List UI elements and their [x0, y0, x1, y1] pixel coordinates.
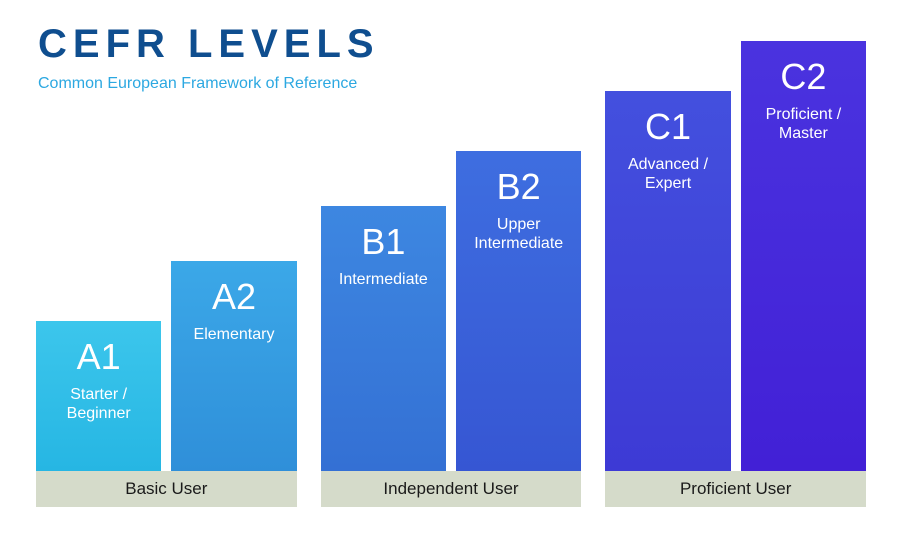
- bar-desc: Intermediate: [333, 270, 434, 289]
- bar-code: C2: [780, 59, 826, 95]
- bar-b2: B2 Upper Intermediate: [456, 151, 581, 471]
- bar-b1: B1 Intermediate: [321, 206, 446, 471]
- group-bars: A1 Starter / Beginner A2 Elementary: [36, 261, 297, 471]
- bar-desc: Starter / Beginner: [61, 385, 137, 423]
- group-bars: B1 Intermediate B2 Upper Intermediate: [321, 151, 582, 471]
- bar-desc: Proficient / Master: [760, 105, 848, 143]
- group-independent: B1 Intermediate B2 Upper Intermediate In…: [321, 151, 582, 507]
- cefr-chart: A1 Starter / Beginner A2 Elementary Basi…: [36, 41, 866, 507]
- group-label: Independent User: [321, 471, 582, 507]
- bar-code: C1: [645, 109, 691, 145]
- bar-c1: C1 Advanced / Expert: [605, 91, 730, 471]
- group-basic: A1 Starter / Beginner A2 Elementary Basi…: [36, 261, 297, 507]
- bar-c2: C2 Proficient / Master: [741, 41, 866, 471]
- bar-desc: Advanced / Expert: [622, 155, 714, 193]
- bar-code: B1: [361, 224, 405, 260]
- bar-code: A2: [212, 279, 256, 315]
- bar-a1: A1 Starter / Beginner: [36, 321, 161, 471]
- bar-code: A1: [77, 339, 121, 375]
- bar-desc: Elementary: [188, 325, 281, 344]
- group-label: Proficient User: [605, 471, 866, 507]
- group-proficient: C1 Advanced / Expert C2 Proficient / Mas…: [605, 41, 866, 507]
- bar-code: B2: [497, 169, 541, 205]
- bar-desc: Upper Intermediate: [468, 215, 569, 253]
- bar-a2: A2 Elementary: [171, 261, 296, 471]
- chart-groups: A1 Starter / Beginner A2 Elementary Basi…: [36, 41, 866, 507]
- group-bars: C1 Advanced / Expert C2 Proficient / Mas…: [605, 41, 866, 471]
- group-label: Basic User: [36, 471, 297, 507]
